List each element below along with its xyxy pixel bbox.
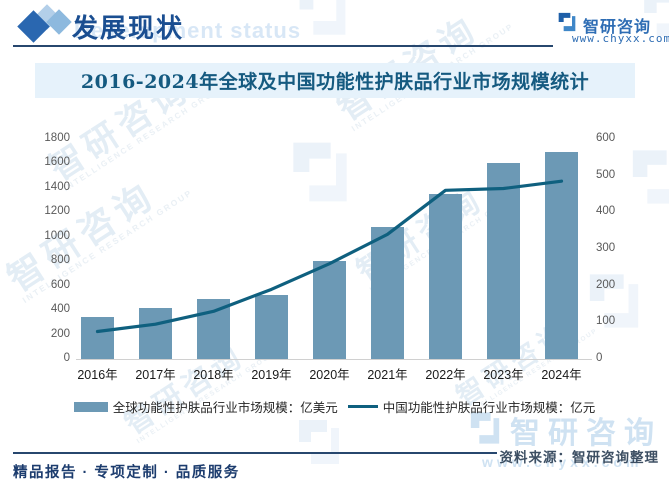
left-axis-tick: 1800 [44, 132, 70, 144]
legend-label-global: 全球功能性护肤品行业市场规模：亿美元 [112, 401, 338, 415]
x-axis-line [76, 359, 592, 360]
left-axis-tick: 1200 [44, 205, 70, 218]
right-axis-tick: 200 [596, 278, 616, 291]
chart-title: 2016-2024年全球及中国功能性护肤品行业市场规模统计 [80, 71, 590, 93]
bar-2017年 [139, 308, 172, 359]
right-axis-tick: 0 [596, 352, 603, 364]
chart-title-band: 2016-2024年全球及中国功能性护肤品行业市场规模统计 [35, 63, 635, 98]
x-axis-label: 2016年 [77, 368, 118, 382]
legend-line-swatch [347, 405, 378, 408]
section-title: 发展现状 [72, 14, 185, 44]
brand-name: 智研咨询 [583, 18, 652, 36]
x-axis-label: 2023年 [483, 368, 524, 382]
left-axis-tick: 1600 [44, 156, 70, 169]
x-axis-label: 2020年 [309, 368, 350, 382]
bar-2021年 [371, 227, 404, 359]
left-axis-tick: 400 [50, 303, 70, 316]
left-axis-tick: 1000 [44, 229, 70, 242]
left-axis-tick: 200 [50, 327, 70, 340]
x-axis-label: 2021年 [367, 368, 408, 382]
chart-legend: 全球功能性护肤品行业市场规模：亿美元 中国功能性护肤品行业市场规模：亿元 [0, 397, 669, 416]
brand-logo-block: 智研咨询 [557, 12, 651, 37]
right-axis-tick: 300 [596, 242, 616, 254]
right-axis-tick: 100 [596, 315, 616, 328]
legend-item-china: 中国功能性护肤品行业市场规模：亿元 [347, 397, 596, 416]
header-rule [13, 45, 553, 47]
x-axis-label: 2019年 [251, 368, 292, 382]
data-source-note: 资料来源：智研咨询整理 [499, 450, 659, 465]
right-axis-tick: 500 [596, 168, 616, 181]
left-axis-tick: 600 [50, 278, 70, 291]
bar-2020年 [313, 261, 346, 359]
section-title-english-watermark: Development status [74, 18, 302, 43]
zhiyan-logo-watermark-icon [468, 411, 502, 450]
left-axis-tick: 0 [63, 352, 70, 364]
china-series-line [95, 179, 564, 334]
brand-website: www.chyxx.com [572, 32, 669, 45]
zhiyan-logo-icon [557, 12, 577, 37]
legend-item-global: 全球功能性护肤品行业市场规模：亿美元 [73, 397, 338, 416]
bar-2023年 [487, 163, 520, 359]
left-axis-tick: 1400 [44, 180, 70, 193]
footer-rule [13, 452, 497, 454]
legend-bar-swatch [73, 401, 108, 412]
x-axis-label: 2022年 [425, 368, 466, 382]
x-axis-label: 2018年 [193, 368, 234, 382]
x-axis-label: 2024年 [541, 368, 582, 382]
right-axis-tick: 600 [596, 132, 616, 144]
footer-tagline: 精品报告 · 专项定制 · 品质服务 [13, 465, 240, 479]
left-axis-tick: 800 [50, 254, 70, 267]
watermark-brand-name: 智研咨询 [510, 417, 662, 450]
legend-label-china: 中国功能性护肤品行业市场规模：亿元 [382, 401, 596, 415]
right-axis-tick: 400 [596, 205, 616, 218]
bar-2024年 [545, 152, 578, 359]
source-watermark: 智研咨询 www.chyxx.com [468, 408, 662, 470]
watermark-brand-site: www.chyxx.com [482, 454, 643, 470]
bar-2016年 [81, 316, 114, 359]
x-axis-label: 2017年 [135, 368, 176, 382]
bar-2022年 [429, 194, 462, 359]
bar-2019年 [255, 295, 288, 359]
